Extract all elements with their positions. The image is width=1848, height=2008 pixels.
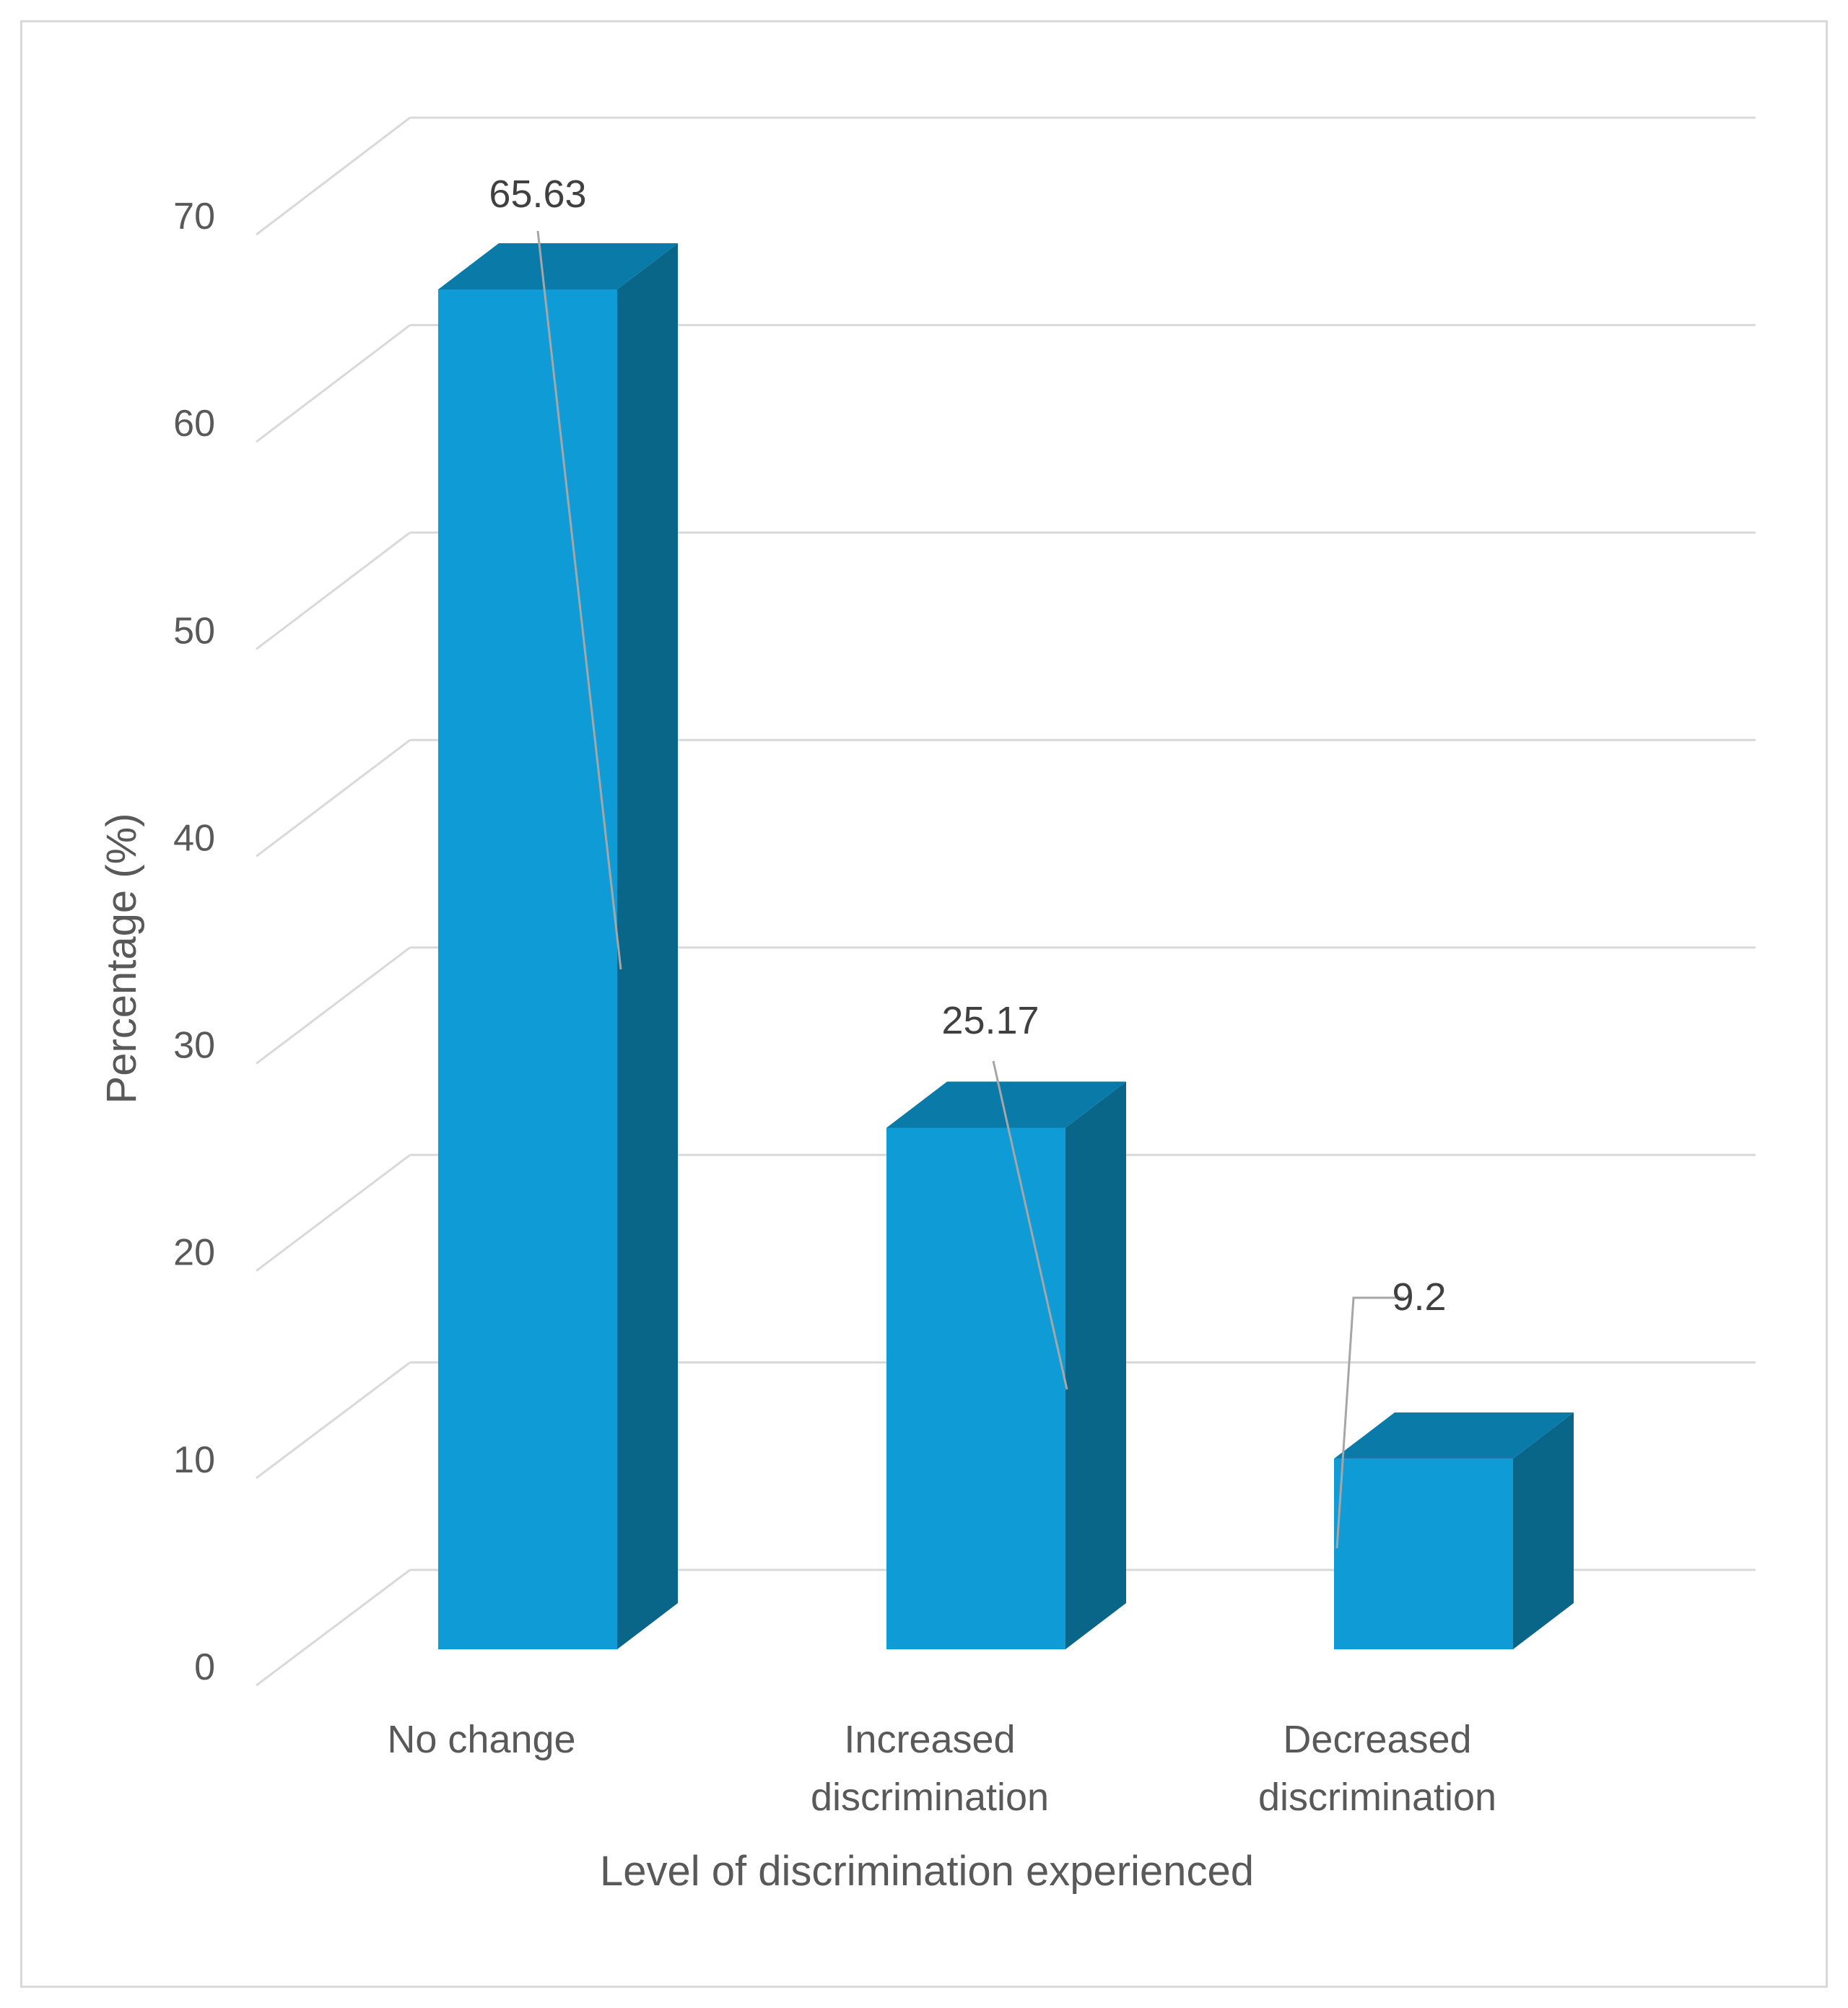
bars	[438, 243, 1574, 1649]
bar-front	[438, 289, 617, 1649]
gridline-diagonal	[256, 946, 411, 1065]
gridline-diagonal	[256, 1153, 411, 1272]
chart-frame	[20, 20, 1828, 1988]
leader-line	[536, 230, 622, 970]
gridline-diagonal	[256, 739, 411, 857]
y-tick-label: 70	[173, 196, 215, 237]
x-category-label: Decreased	[1283, 1718, 1471, 1761]
leader-line	[1335, 1296, 1404, 1549]
bar-top	[1334, 1412, 1574, 1459]
x-axis-categories: No change Increased discrimination Decrease…	[387, 1718, 1496, 1819]
y-tick-label: 50	[173, 610, 215, 652]
gridline-diagonal	[256, 1568, 411, 1687]
y-axis-ticks: 0 10 20 30 40 50 60 70	[173, 196, 215, 1688]
bar-side	[1513, 1412, 1574, 1649]
bar-top	[438, 243, 678, 289]
data-labels: 65.63 25.17 9.2	[489, 173, 1447, 1549]
gridline-diagonal	[256, 324, 411, 443]
bar-side	[1065, 1081, 1126, 1649]
y-tick-label: 30	[173, 1025, 215, 1067]
y-tick-label: 10	[173, 1439, 215, 1481]
gridline-diagonal	[256, 116, 411, 236]
leader-line	[992, 1060, 1068, 1390]
x-axis-title: Level of discrimination experienced	[600, 1848, 1254, 1895]
bar-front	[1334, 1458, 1513, 1649]
x-category-label: No change	[387, 1718, 575, 1761]
gridline-diagonal	[256, 1361, 411, 1480]
y-axis-title: Percentage (%)	[98, 813, 145, 1104]
x-category-label: Increased	[844, 1718, 1015, 1761]
bar-side	[617, 243, 678, 1649]
bar-top	[886, 1081, 1126, 1128]
y-tick-label: 20	[173, 1232, 215, 1274]
x-category-label: discrimination	[1258, 1776, 1496, 1819]
data-label: 9.2	[1392, 1275, 1446, 1319]
y-tick-label: 40	[173, 817, 215, 859]
y-tick-label: 60	[173, 403, 215, 445]
y-tick-label: 0	[194, 1646, 215, 1688]
bar-front	[886, 1127, 1065, 1649]
data-label: 65.63	[489, 173, 586, 216]
x-category-label: discrimination	[811, 1776, 1049, 1819]
data-label: 25.17	[941, 999, 1039, 1042]
gridline-diagonal	[256, 531, 411, 650]
